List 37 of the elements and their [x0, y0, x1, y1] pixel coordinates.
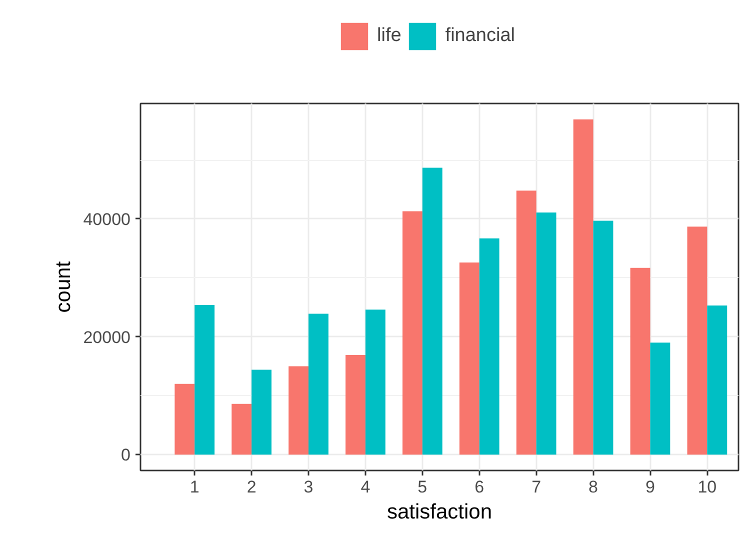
bar [232, 404, 252, 455]
bar [288, 366, 309, 455]
bar [516, 190, 536, 455]
x-tick-label: 1 [190, 478, 200, 496]
bar [252, 370, 272, 455]
y-tick-label: 40000 [83, 210, 131, 229]
x-tick-label: 5 [418, 478, 428, 496]
bar [536, 212, 556, 455]
y-axis-title: count [52, 261, 76, 313]
bar [650, 342, 670, 455]
x-axis-title: satisfaction [386, 500, 492, 524]
bar [687, 226, 708, 455]
bar [174, 384, 195, 455]
y-tick-label: 20000 [83, 328, 131, 347]
bar [346, 355, 366, 455]
x-tick-label: 6 [474, 478, 484, 496]
bar [459, 262, 480, 455]
bar [402, 211, 422, 455]
bar [194, 304, 215, 455]
legend-label: financial [445, 25, 516, 47]
x-tick-label: 7 [532, 478, 542, 496]
legend-label: life [377, 25, 402, 47]
bar [365, 310, 386, 455]
x-tick-label: 3 [304, 478, 314, 496]
bar [479, 238, 500, 455]
bar [422, 168, 442, 455]
x-tick-label: 9 [645, 478, 655, 496]
bar [630, 268, 650, 455]
x-tick-label: 4 [360, 478, 370, 496]
bar [707, 306, 728, 455]
bar [593, 220, 614, 455]
y-tick-label: 0 [121, 446, 131, 465]
x-tick-label: 10 [698, 478, 717, 496]
x-tick-label: 2 [246, 478, 256, 496]
bar [308, 314, 328, 455]
x-tick-label: 8 [588, 478, 598, 496]
bar [573, 119, 594, 455]
